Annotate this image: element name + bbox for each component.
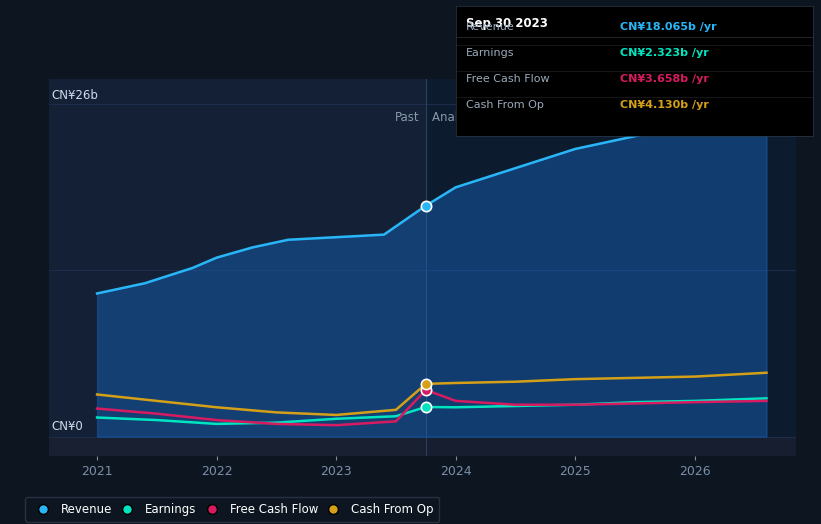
Text: Free Cash Flow: Free Cash Flow xyxy=(466,74,550,84)
Bar xyxy=(49,79,426,456)
Point xyxy=(420,386,433,394)
Text: Analysts Forecasts: Analysts Forecasts xyxy=(432,111,542,124)
Text: CN¥0: CN¥0 xyxy=(52,420,84,433)
Text: CN¥3.658b /yr: CN¥3.658b /yr xyxy=(620,74,709,84)
Text: CN¥4.130b /yr: CN¥4.130b /yr xyxy=(620,100,709,110)
Text: CN¥26b: CN¥26b xyxy=(52,89,99,102)
Legend: Revenue, Earnings, Free Cash Flow, Cash From Op: Revenue, Earnings, Free Cash Flow, Cash … xyxy=(25,497,439,522)
Text: Sep 30 2023: Sep 30 2023 xyxy=(466,17,548,30)
Bar xyxy=(49,436,796,456)
Text: CN¥2.323b /yr: CN¥2.323b /yr xyxy=(620,48,709,58)
Text: Earnings: Earnings xyxy=(466,48,515,58)
Point xyxy=(420,380,433,388)
Text: Past: Past xyxy=(395,111,420,124)
Point xyxy=(420,403,433,411)
Point xyxy=(420,201,433,210)
Text: Cash From Op: Cash From Op xyxy=(466,100,544,110)
Text: Revenue: Revenue xyxy=(466,22,515,32)
Text: CN¥18.065b /yr: CN¥18.065b /yr xyxy=(620,22,717,32)
